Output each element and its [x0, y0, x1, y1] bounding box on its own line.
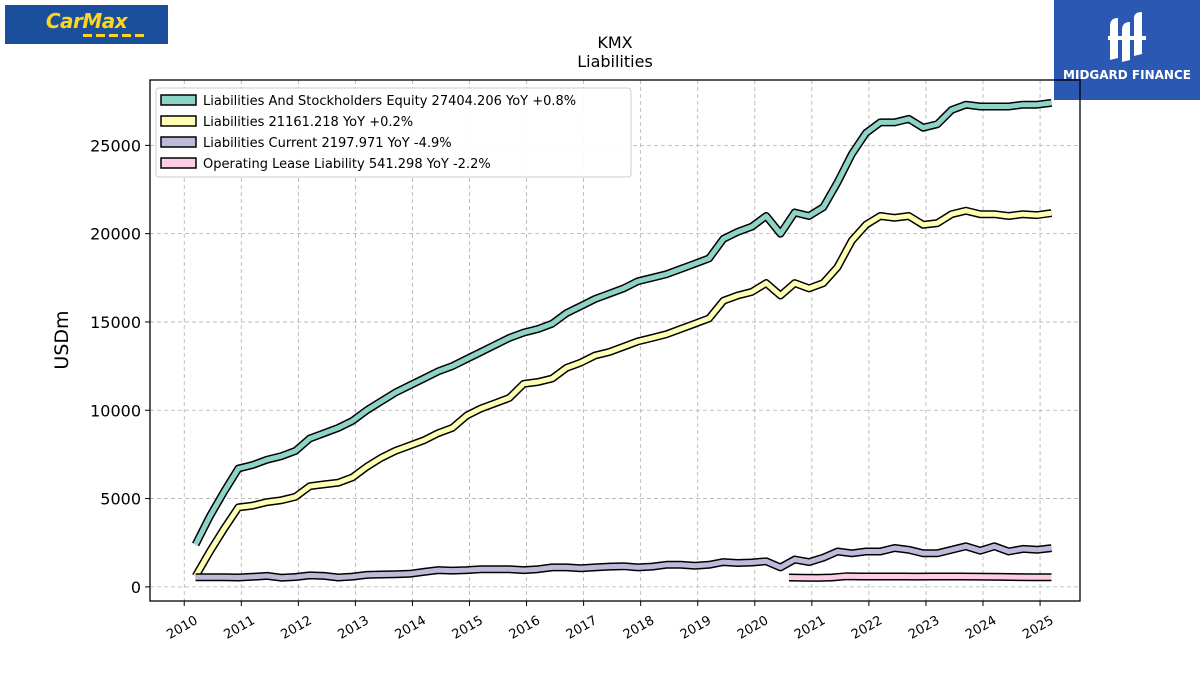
x-tick-label: 2011: [221, 613, 257, 643]
x-tick-label: 2017: [564, 613, 600, 643]
x-tick-label: 2024: [963, 613, 999, 643]
legend-swatch: [160, 136, 197, 148]
legend-swatch: [160, 94, 197, 106]
chart-title: KMX: [597, 33, 632, 52]
x-tick-label: 2013: [336, 613, 372, 643]
series-line-liabilities-and-stockholders-equity: [193, 100, 1052, 546]
series-line-operating-lease-liability: [788, 573, 1052, 581]
y-tick-label: 5000: [100, 490, 141, 509]
y-tick-label: 15000: [90, 313, 141, 332]
x-tick-label: 2018: [621, 613, 657, 643]
series-line-liabilities-current: [195, 543, 1052, 581]
midgard-emblem-icon: [1108, 12, 1146, 62]
x-tick-label: 2014: [393, 613, 429, 643]
y-tick-label: 0: [131, 578, 141, 597]
y-axis-label: USDm: [51, 310, 73, 369]
x-tick-label: 2016: [507, 613, 543, 643]
x-tick-label: 2012: [279, 613, 315, 643]
series-lines: [192, 98, 1053, 582]
legend-entry-label: Liabilities Current 2197.971 YoY -4.9%: [203, 136, 452, 151]
x-tick-label: 2019: [678, 613, 714, 643]
midgard-logo-text: MIDGARD FINANCE: [1063, 68, 1191, 82]
x-tick-label: 2025: [1020, 613, 1056, 643]
x-tick-label: 2015: [450, 613, 486, 643]
midgard-finance-logo: MIDGARD FINANCE: [1054, 0, 1200, 100]
legend-swatch: [160, 157, 197, 169]
series-outline-liabilities: [192, 206, 1053, 579]
legend: Liabilities And Stockholders Equity 2740…: [155, 87, 632, 178]
legend-entry-label: Operating Lease Liability 541.298 YoY -2…: [203, 157, 491, 172]
plot-frame: [149, 79, 1081, 602]
carmax-logo: CarMax: [5, 5, 168, 44]
x-tick-label: 2010: [164, 613, 200, 643]
y-tick-label: 10000: [90, 401, 141, 420]
legend-box: [155, 87, 632, 178]
legend-entry-label: Liabilities And Stockholders Equity 2740…: [203, 94, 576, 109]
legend-swatch: [160, 115, 197, 127]
y-tick-label: 20000: [90, 225, 141, 244]
chart-subtitle: Liabilities: [577, 52, 653, 71]
x-tick-label: 2020: [735, 613, 771, 643]
x-tick-label: 2023: [906, 613, 942, 643]
carmax-logo-underline: [83, 34, 145, 37]
x-tick-label: 2021: [792, 613, 828, 643]
y-tick-label: 25000: [90, 136, 141, 155]
x-tick-label: 2022: [849, 613, 885, 643]
series-line-liabilities: [193, 208, 1052, 578]
carmax-logo-text: CarMax: [45, 9, 128, 33]
legend-entry-label: Liabilities 21161.218 YoY +0.2%: [203, 115, 413, 130]
